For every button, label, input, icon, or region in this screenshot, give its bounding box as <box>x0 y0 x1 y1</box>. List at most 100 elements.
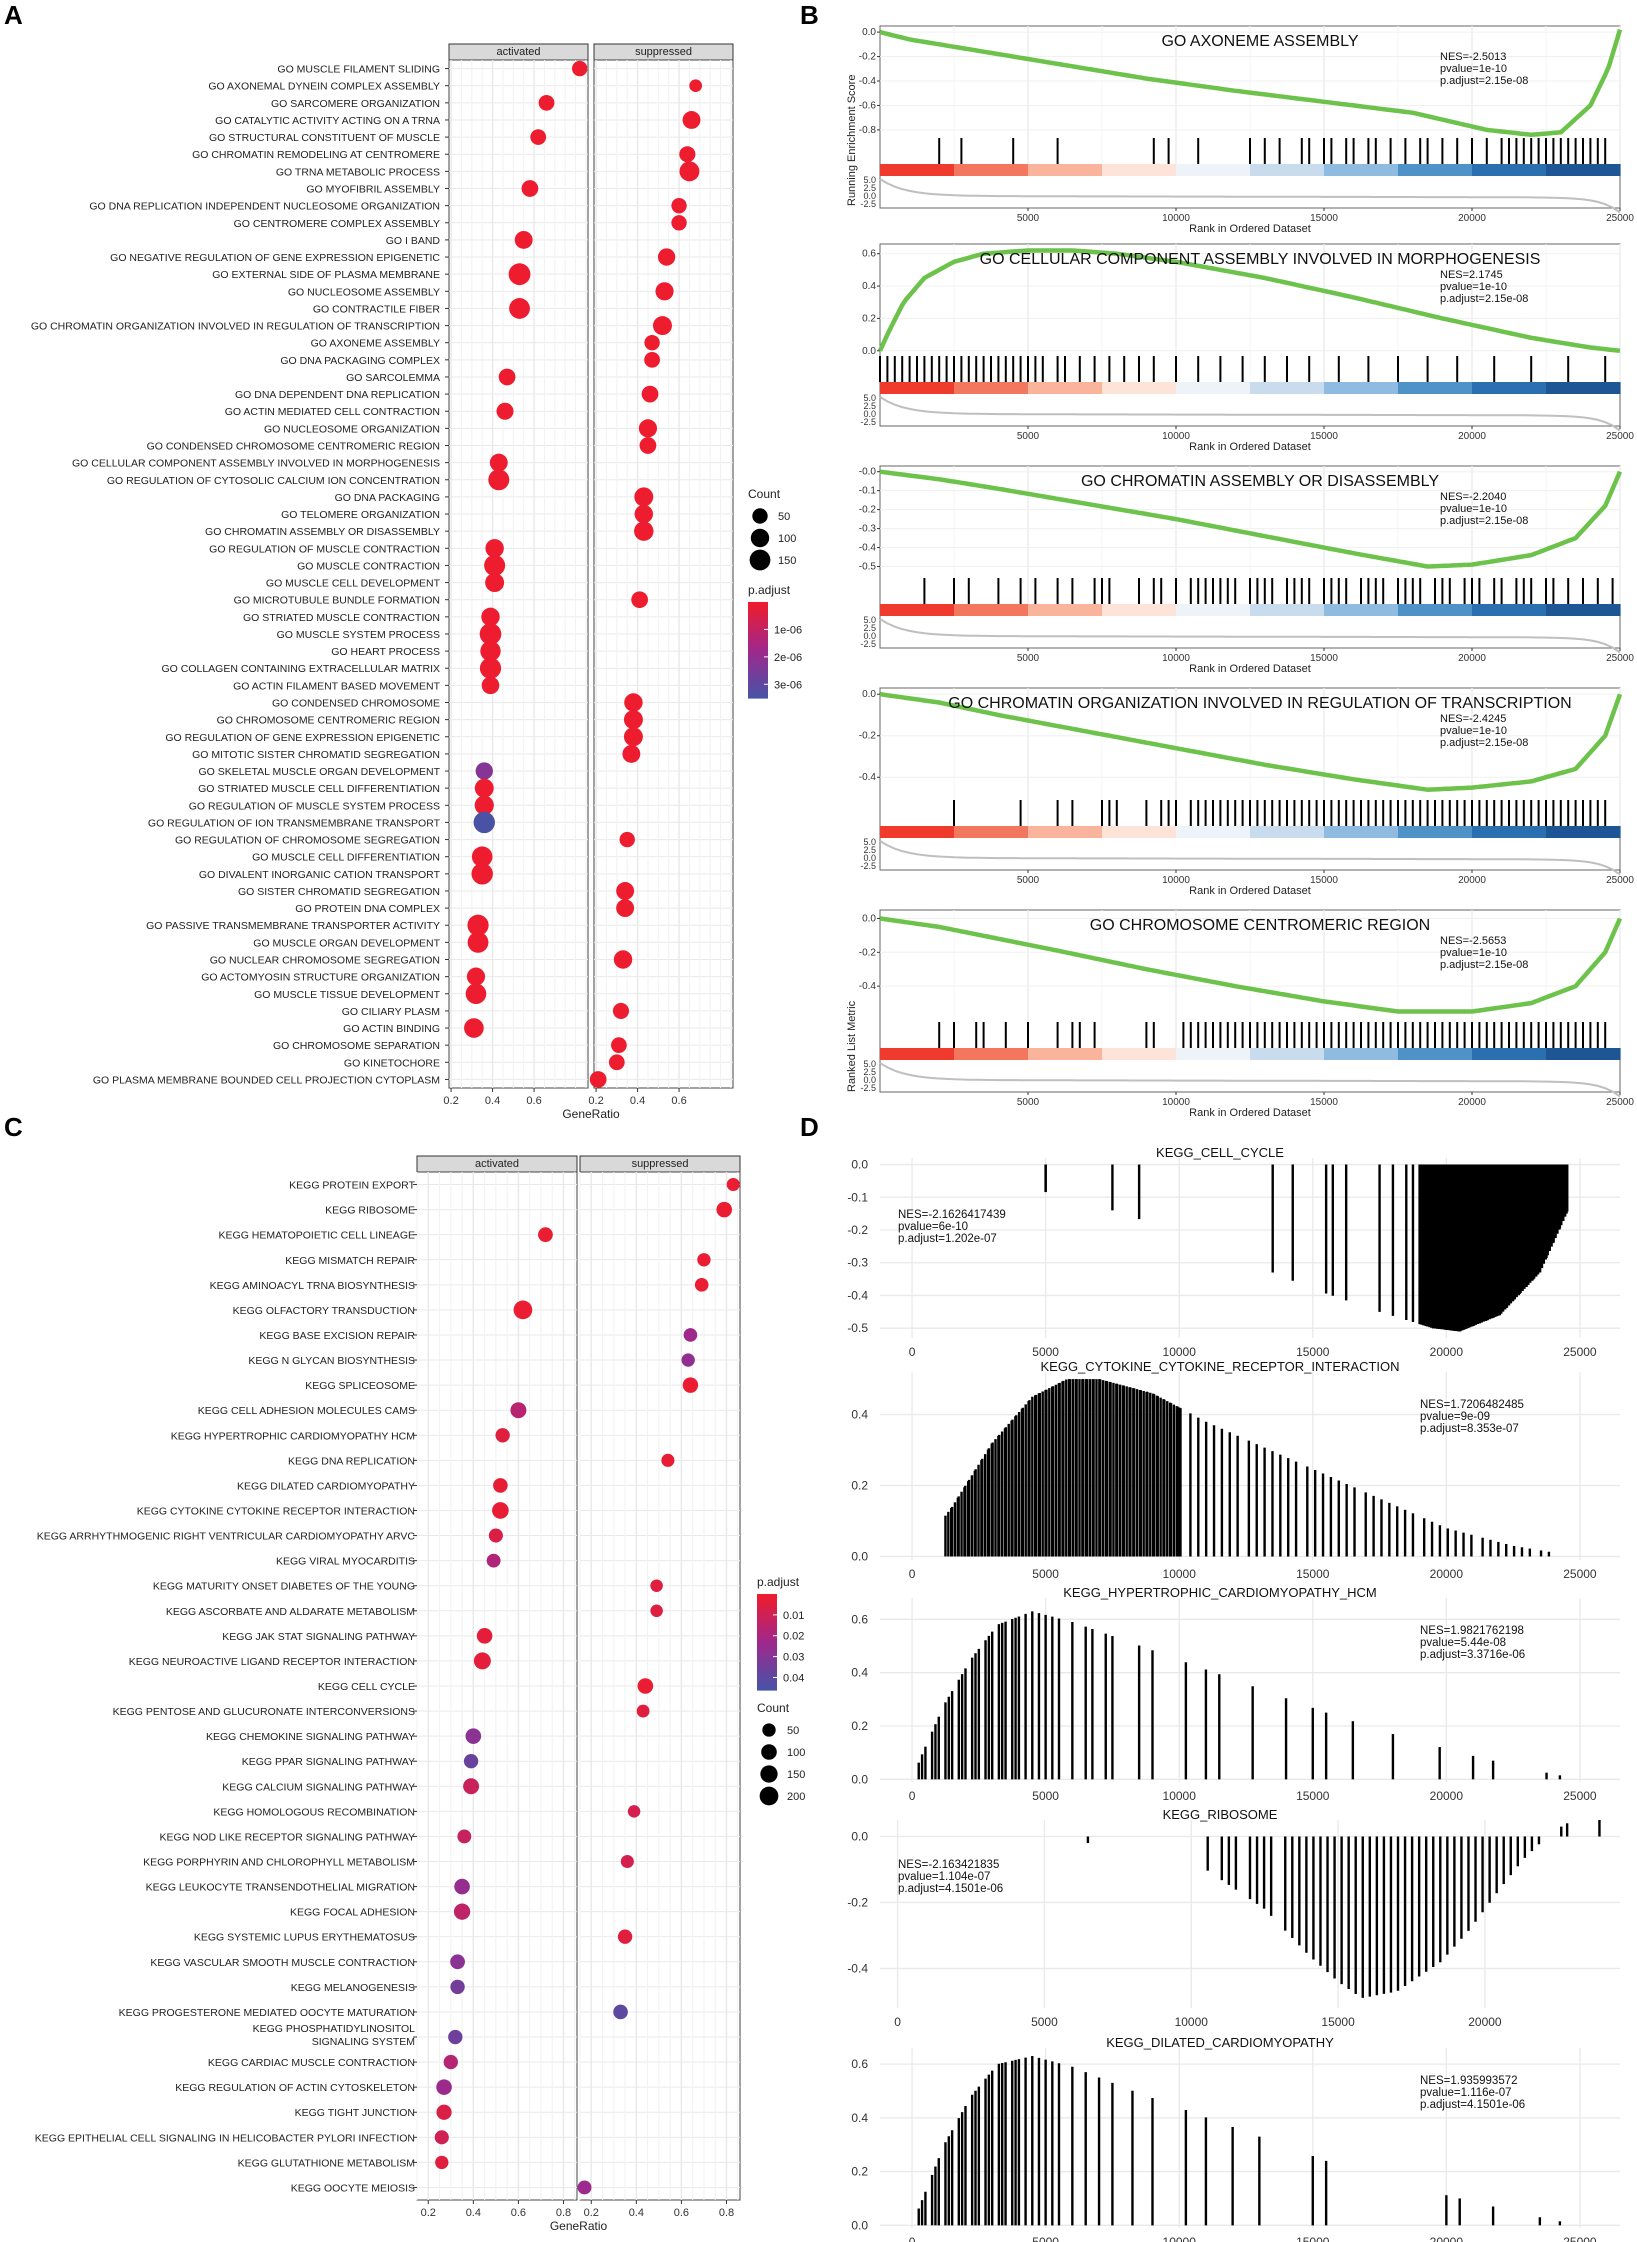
panel-b-heat-segment <box>1009 164 1029 176</box>
panel-a-legend-padj-swatch <box>748 642 768 647</box>
panel-b-heat-segment <box>1398 164 1418 176</box>
panel-b-heat-segment <box>1176 826 1196 838</box>
panel-a-point <box>679 146 696 163</box>
panel-b-heat-segment <box>1028 826 1048 838</box>
panel-b-heat-segment <box>1028 604 1048 616</box>
panel-b-heat-segment <box>1398 382 1418 394</box>
panel-a-point <box>498 368 516 386</box>
panel-a-legend-count-title: Count <box>748 487 781 501</box>
panel-b-heat-segment <box>1287 1048 1307 1060</box>
panel-a-point <box>622 744 641 763</box>
panel-a-y-label: GO SARCOMERE ORGANIZATION <box>271 98 440 110</box>
panel-b-heat-segment <box>1435 164 1455 176</box>
panel-d-x-tick-label: 0 <box>894 2015 901 2029</box>
panel-a-point <box>475 762 493 780</box>
panel-c-point <box>538 1227 553 1243</box>
panel-d-y-tick-label: -0.5 <box>847 1321 868 1335</box>
panel-c-legend-padj-swatch <box>757 1598 777 1603</box>
panel-a-point <box>619 831 635 848</box>
panel-letter-c: C <box>4 1112 23 1142</box>
panel-a-facet-label: suppressed <box>635 46 692 58</box>
panel-a-point <box>657 248 676 266</box>
panel-a-legend-padj-swatch <box>748 670 768 675</box>
panel-b-heat-segment <box>935 164 955 176</box>
panel-d-stat: p.adjust=4.1501e-06 <box>1420 2099 1525 2111</box>
panel-c-y-label: KEGG DILATED CARDIOMYOPATHY <box>237 1480 415 1492</box>
panel-a-y-label: GO CATALYTIC ACTIVITY ACTING ON A TRNA <box>215 115 440 127</box>
panel-c-y-label: KEGG NOD LIKE RECEPTOR SIGNALING PATHWAY <box>159 1831 415 1843</box>
panel-b-heat-segment <box>1157 826 1177 838</box>
panel-b-x-tick-label: 25000 <box>1606 875 1634 886</box>
panel-b-heat-segment <box>917 382 937 394</box>
panel-a-y-label: GO NUCLEAR CHROMOSOME SEGREGATION <box>210 955 440 967</box>
panel-a-legend-count-label: 100 <box>778 533 796 545</box>
panel-b-heat-segment <box>1083 1048 1103 1060</box>
panel-c-legend-count-dot <box>760 1765 778 1783</box>
panel-b-metric-curve <box>879 178 1621 214</box>
panel-d-y-tick-label: 0.0 <box>851 1772 868 1786</box>
panel-b-heat-segment <box>1287 826 1307 838</box>
panel-b-plot-title: GO AXONEME ASSEMBLY <box>1161 33 1358 50</box>
panel-b-x-axis-label: Rank in Ordered Dataset <box>1189 885 1311 897</box>
panel-b-heat-segment <box>1046 382 1066 394</box>
panel-c-y-label: KEGG GLUTATHIONE METABOLISM <box>238 2157 415 2169</box>
panel-a-y-label: GO NUCLEOSOME ASSEMBLY <box>288 286 440 298</box>
panel-b-heat-segment <box>1416 1048 1436 1060</box>
panel-b-heat-segment <box>917 604 937 616</box>
panel-b-x-tick-label: 20000 <box>1458 431 1486 442</box>
panel-c-point <box>436 2104 452 2120</box>
panel-a-y-label: GO PROTEIN DNA COMPLEX <box>295 903 440 915</box>
panel-b-es-curve <box>879 916 1623 1014</box>
panel-d-x-tick-label: 15000 <box>1296 1345 1330 1359</box>
panel-a-point <box>538 94 555 111</box>
panel-c-legend-padj-swatch <box>757 1610 777 1615</box>
panel-b-plot-title: GO CELLULAR COMPONENT ASSEMBLY INVOLVED … <box>980 251 1541 268</box>
panel-d-x-tick-label: 0 <box>909 1567 916 1581</box>
panel-b-x-tick-label: 15000 <box>1310 213 1338 224</box>
panel-b-heat-segment <box>1120 826 1140 838</box>
panel-c-y-label: KEGG MATURITY ONSET DIABETES OF THE YOUN… <box>153 1581 415 1593</box>
panel-a-y-label: GO TRNA METABOLIC PROCESS <box>276 166 440 178</box>
panel-a-legend-padj-swatch <box>748 650 768 655</box>
panel-b-plot-title: GO CHROMATIN ORGANIZATION INVOLVED IN RE… <box>948 695 1571 712</box>
panel-b-heat-segment <box>1176 382 1196 394</box>
panel-c-y-label: KEGG PHOSPHATIDYLINOSITOL SIGNALING SYSTE… <box>253 2023 416 2048</box>
panel-a-y-label: GO REGULATION OF ION TRANSMEMBRANE TRANS… <box>148 817 441 829</box>
panel-b-y-tick-label: -0.2 <box>859 52 877 63</box>
panel-d-stat: p.adjust=3.3716e-06 <box>1420 1649 1525 1661</box>
panel-d-stat: pvalue=9e-09 <box>1420 1411 1490 1423</box>
panel-b-heat-segment <box>1305 382 1325 394</box>
panel-a-point <box>655 282 674 301</box>
panel-c-legend-padj-swatch <box>757 1678 777 1683</box>
panel-d-x-tick-label: 5000 <box>1032 1567 1059 1581</box>
panel-c-y-label: KEGG TIGHT JUNCTION <box>295 2107 415 2119</box>
panel-a-point <box>466 967 486 986</box>
panel-b-stat: pvalue=1e-10 <box>1440 281 1507 293</box>
panel-a-legend-padj-title: p.adjust <box>748 583 791 597</box>
panel-a-legend-count-dot <box>749 549 771 571</box>
panel-a-legend-padj-swatch <box>748 662 768 667</box>
panel-b-metric-tick-label: -2.5 <box>860 861 876 871</box>
panel-a-legend-padj-swatch <box>748 658 768 663</box>
panel-b-x-tick-label: 15000 <box>1310 653 1338 664</box>
panel-c-legend-padj-label: 0.03 <box>783 1652 804 1664</box>
panel-d-plot-title: KEGG_DILATED_CARDIOMYOPATHY <box>1106 2035 1334 2050</box>
panel-b-plot-title: GO CHROMATIN ASSEMBLY OR DISASSEMBLY <box>1081 473 1439 490</box>
panel-a-legend-padj-swatch <box>748 686 768 691</box>
panel-c-legend-padj-swatch <box>757 1686 777 1691</box>
panel-c-point <box>513 1300 533 1320</box>
panel-c-point <box>486 1553 501 1568</box>
panel-b-heat-segment <box>1194 382 1214 394</box>
panel-d-y-tick-label: -0.4 <box>847 1288 868 1302</box>
panel-c-point <box>476 1628 493 1644</box>
panel-d-stat: NES=1.9821762198 <box>1420 1625 1524 1637</box>
panel-d-stat: p.adjust=4.1501e-06 <box>898 1883 1003 1895</box>
panel-a-legend-count-dot <box>750 528 770 548</box>
panel-b-heat-segment <box>1398 1048 1418 1060</box>
panel-b-heat-segment <box>1009 382 1029 394</box>
panel-a-point <box>480 640 501 662</box>
panel-b-x-tick-label: 5000 <box>1017 431 1040 442</box>
panel-a-legends: Count 50 100 150 p.adjust 1e-06 2e-06 3e-06 <box>748 487 802 699</box>
panel-b-heat-segment <box>935 1048 955 1060</box>
panel-c-point <box>448 2029 463 2045</box>
